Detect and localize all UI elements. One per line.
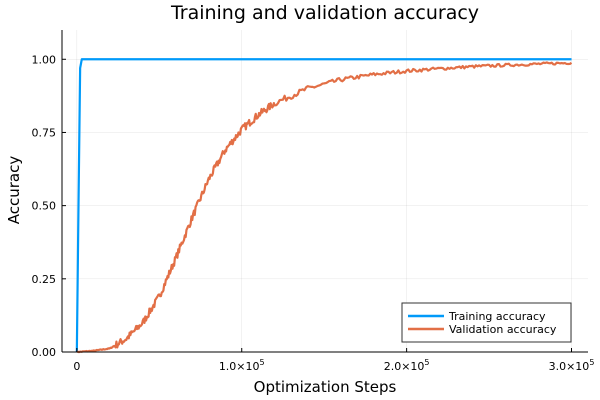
y-axis-label: Accuracy	[5, 156, 23, 225]
validation-accuracy-line	[76, 61, 573, 354]
axes: 0 1.0×105 2.0×105 3.0×105 0.00 0.25 0.50 0.75 1.…	[32, 30, 595, 373]
training-accuracy-line	[75, 58, 572, 353]
chart-title: Training and validation accuracy	[170, 2, 479, 24]
x-tick-label: 0	[73, 360, 80, 373]
y-tick-label: 0.75	[32, 126, 57, 139]
y-tick-label: 0.50	[32, 200, 57, 213]
x-tick-label: 3.0×105	[549, 358, 595, 373]
legend: Training accuracy Validation accuracy	[401, 302, 572, 343]
y-tick-label: 0.00	[32, 346, 57, 359]
x-axis-label: Optimization Steps	[254, 378, 397, 396]
x-tick-label: 1.0×105	[219, 358, 265, 373]
plot-area	[75, 58, 573, 354]
y-tick-label: 0.25	[32, 273, 57, 286]
legend-box	[401, 302, 572, 343]
legend-label-training: Training accuracy	[448, 310, 546, 323]
x-tick-label: 2.0×105	[384, 358, 430, 373]
y-tick-label: 1.00	[32, 53, 57, 66]
legend-label-validation: Validation accuracy	[449, 323, 557, 336]
